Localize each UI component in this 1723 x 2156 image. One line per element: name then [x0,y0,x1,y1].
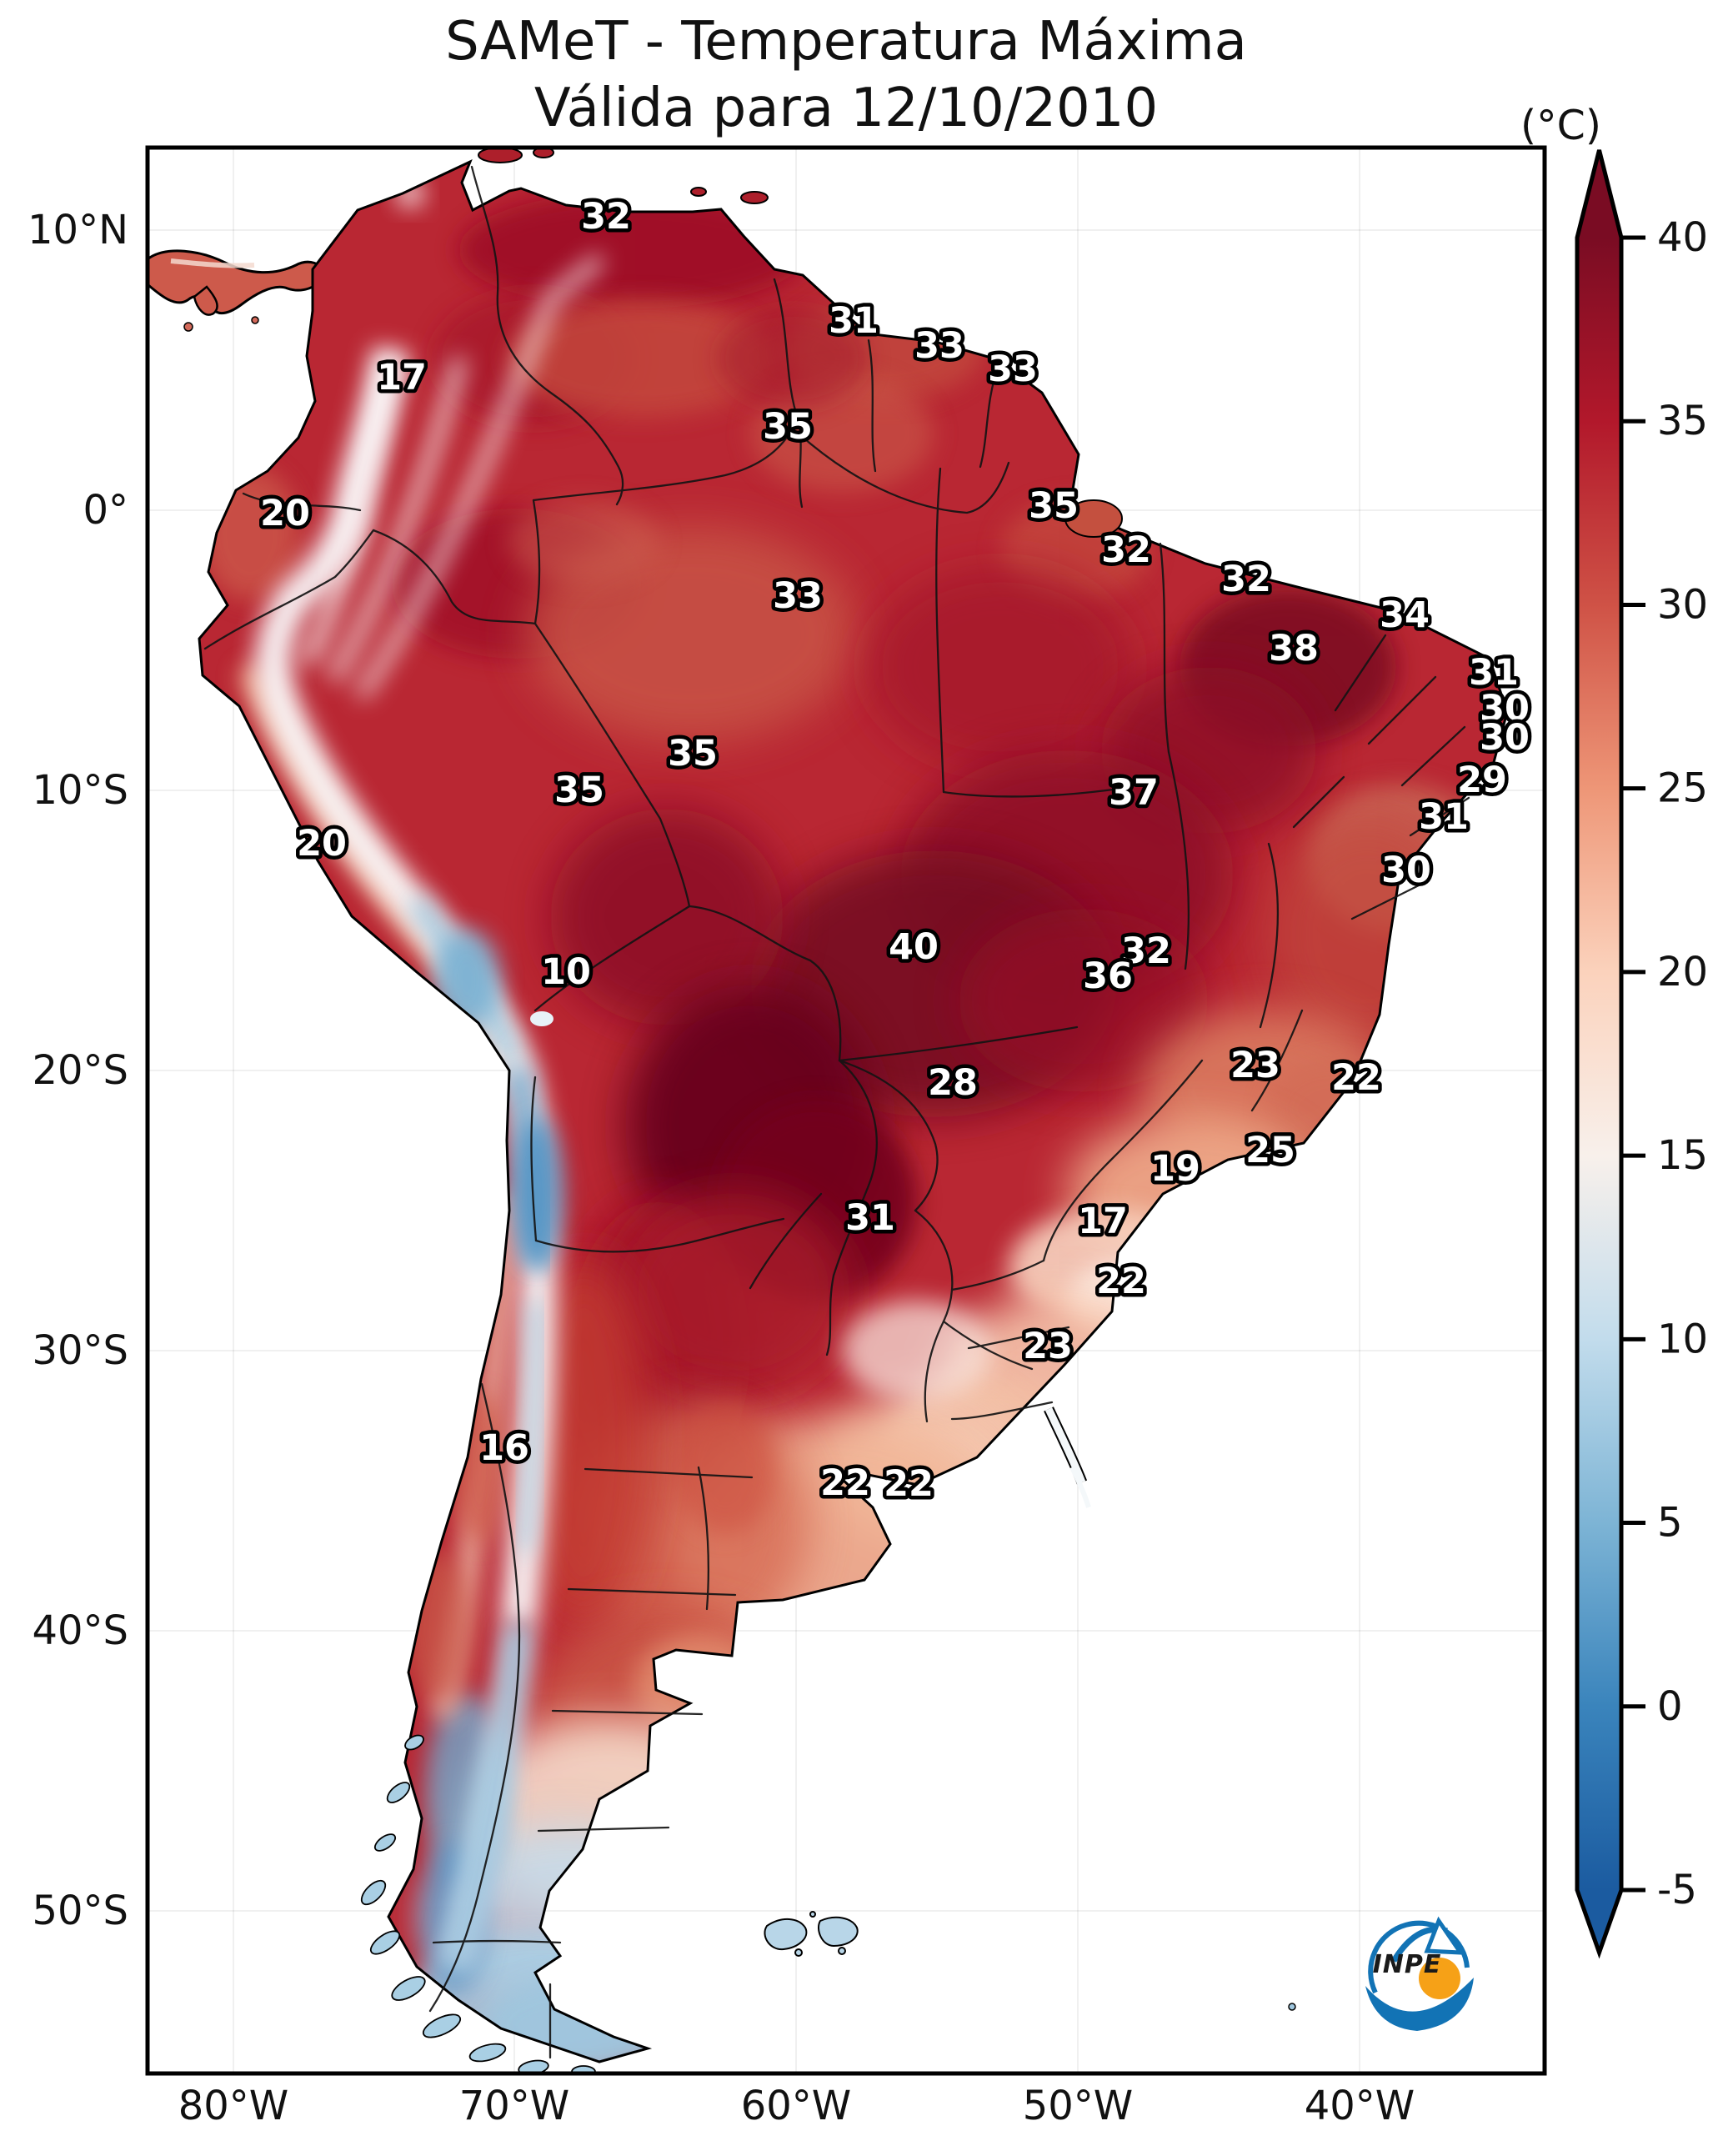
title-line1: SAMeT - Temperatura Máxima [445,11,1247,73]
latitude-axis: 10°N 0° 10°S 20°S 30°S 40°S 50°S [0,0,132,2156]
temp-label: 31 [1419,796,1469,838]
temp-label: 19 [1150,1148,1200,1190]
temp-label: 20 [297,823,347,865]
colorbar-tick-label: -5 [1657,1867,1697,1913]
colorbar-tick-label: 25 [1657,765,1708,812]
temp-label: 35 [1029,485,1079,527]
coastline [198,159,1509,2063]
temp-label: 32 [1121,930,1171,972]
inpe-logo-arrowhead [1424,1916,1465,1955]
temp-label: 30 [1381,850,1431,891]
map-frame [145,145,1547,2076]
temp-label: 32 [1221,559,1271,600]
colorbar-tick-label: 15 [1657,1132,1708,1179]
temp-label: 33 [988,348,1038,390]
temp-label: 22 [1096,1261,1146,1302]
falkland-islands [764,1911,859,1957]
temp-label: 22 [884,1463,934,1505]
temp-label: 28 [928,1062,978,1104]
temp-label: 35 [554,770,604,811]
temp-label: 17 [1078,1201,1128,1242]
lat-tick-label: 20°S [32,1047,128,1094]
caribbean-islands [478,149,1123,538]
lat-tick-label: 40°S [32,1607,128,1654]
lon-tick-label: 70°W [458,2083,570,2129]
temp-label: 17 [377,357,427,399]
colorbar-tick-label: 0 [1657,1683,1683,1730]
small-island [1288,2003,1296,2011]
temp-label: 22 [1331,1057,1381,1099]
lat-tick-label: 30°S [32,1327,128,1374]
temp-label: 31 [845,1197,895,1239]
temp-label: 30 [1480,688,1530,730]
temp-label: 32 [581,196,631,238]
longitude-axis: 80°W 70°W 60°W 50°W 40°W [0,2083,1723,2149]
lon-tick-label: 60°W [740,2083,852,2129]
temp-label: 23 [1023,1326,1073,1367]
inpe-logo-text: INPE [1373,1950,1442,1979]
temp-label: 22 [820,1462,870,1504]
political-borders [203,165,1470,2059]
coastal-lagoons [1044,1406,1091,1508]
temp-label: 31 [829,300,879,342]
temp-label: 29 [1457,760,1507,801]
temp-label: 40 [889,926,939,968]
inpe-logo-sun [1419,1958,1460,1999]
colorbar-tick-label: 30 [1657,581,1708,628]
colorbar-ticks: 40 35 30 25 20 15 10 5 0 -5 [1621,214,1708,1913]
inpe-logo-swoosh [1365,1978,1474,2031]
colorbar-unit-label: (°C) [1520,102,1601,149]
lon-tick-label: 40°W [1304,2083,1415,2129]
colorbar-tick-label: 10 [1657,1316,1708,1362]
temp-label: 16 [479,1427,529,1469]
temp-label: 34 [1380,594,1430,636]
temp-label: 25 [1245,1130,1295,1171]
temp-label: 38 [1269,628,1319,669]
colorbar-tick-label: 20 [1657,949,1708,995]
lat-tick-label: 10°N [28,207,128,253]
colorbar: 40 35 30 25 20 15 10 5 0 -5 [1575,149,1708,1959]
fjord-islands [360,1734,596,2072]
lon-tick-label: 50°W [1022,2083,1134,2129]
temp-label: 35 [763,406,813,448]
colorbar-tick-label: 40 [1657,214,1708,261]
central-america-landmass [149,249,331,332]
inpe-logo-ring [1368,1920,1470,1994]
title-line2: Válida para 12/10/2010 [533,78,1159,139]
temp-label: 33 [773,575,823,617]
colorbar-tick-label: 35 [1657,398,1708,444]
temp-label: 23 [1230,1045,1280,1086]
temp-label: 32 [1101,529,1151,571]
lat-tick-label: 0° [83,487,128,534]
temp-label: 33 [914,325,964,367]
temp-label: 36 [1083,955,1133,997]
lon-tick-label: 80°W [178,2083,289,2129]
figure-title: SAMeT - Temperatura Máxima Válida para 1… [148,8,1545,142]
temp-label: 37 [1109,772,1159,814]
map-plot-area [149,149,1543,2072]
colorbar-bar [1575,149,1624,1959]
lat-tick-label: 10°S [32,767,128,814]
temp-label: 10 [541,951,591,993]
temp-label: 31 [1469,652,1519,694]
temp-label: 20 [260,493,310,534]
temp-label: 35 [668,733,718,775]
colorbar-tick-label: 5 [1657,1500,1683,1547]
lat-tick-label: 50°S [32,1888,128,1934]
inpe-logo: INPE [1365,1916,1474,2031]
temp-label: 30 [1480,717,1530,759]
